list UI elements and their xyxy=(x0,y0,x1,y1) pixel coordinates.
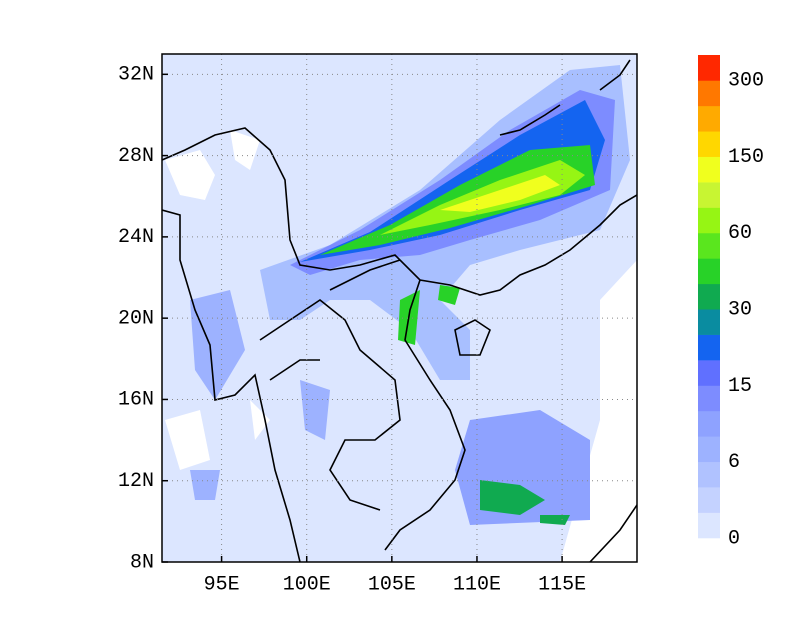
y-tick-label: 16N xyxy=(118,389,154,412)
coastline xyxy=(384,279,466,551)
colorbar-label: 15 xyxy=(728,375,752,398)
coastline xyxy=(589,504,637,562)
colorbar-label: 150 xyxy=(728,146,764,169)
colorbar-swatch xyxy=(698,461,720,488)
colorbar-swatch xyxy=(698,80,720,107)
colorbar-swatch xyxy=(698,487,720,513)
colorbar-swatch xyxy=(698,512,720,539)
lake xyxy=(499,59,631,136)
colorbar-label: 30 xyxy=(728,298,752,321)
colorbar-swatch xyxy=(698,182,720,208)
border xyxy=(289,299,401,511)
colorbar-swatch xyxy=(698,309,720,335)
precipitation-field xyxy=(162,54,637,562)
colorbar-swatch xyxy=(698,131,720,157)
colorbar-swatch xyxy=(698,232,720,259)
rain-patch xyxy=(190,290,330,500)
x-tick-label: 115E xyxy=(538,573,586,596)
colorbar-swatch xyxy=(698,334,720,361)
border xyxy=(259,259,401,381)
colorbar-swatch xyxy=(698,156,720,183)
colorbar-swatch xyxy=(698,410,720,437)
colorbar-label: 300 xyxy=(728,70,764,93)
map-frame xyxy=(161,53,638,563)
colorbar-swatch xyxy=(698,360,720,386)
colorbar-swatch xyxy=(698,385,720,412)
y-tick-label: 8N xyxy=(130,551,154,574)
colorbar-label: 0 xyxy=(728,527,740,550)
colorbar-swatch xyxy=(698,436,720,463)
coastline xyxy=(162,209,301,562)
colorbar-label: 6 xyxy=(728,451,740,474)
rain-core xyxy=(440,175,560,212)
axes: 95E 100E 105E 110E 115E 8N 12N 16N 20N 24N 28N 32N xyxy=(118,64,586,597)
colorbar-swatch xyxy=(698,55,720,81)
colorbar-label: 60 xyxy=(728,222,752,245)
colorbar-swatch xyxy=(698,105,720,132)
y-tick-label: 28N xyxy=(118,145,154,168)
colorbar-swatch xyxy=(698,283,720,310)
y-tick-label: 20N xyxy=(118,307,154,330)
x-tick-label: 105E xyxy=(368,573,416,596)
colorbar: 0 6 15 30 60 150 300 xyxy=(698,55,764,550)
x-tick-label: 95E xyxy=(204,573,240,596)
colorbar-swatch xyxy=(698,207,720,234)
island xyxy=(454,319,491,356)
y-tick-label: 12N xyxy=(118,470,154,493)
colorbar-swatch xyxy=(698,258,720,285)
rain-band xyxy=(300,100,605,262)
y-tick-label: 24N xyxy=(118,226,154,249)
y-tick-label: 32N xyxy=(118,64,154,87)
rain-patch xyxy=(480,480,570,525)
x-tick-label: 100E xyxy=(283,573,331,596)
x-tick-label: 110E xyxy=(453,573,501,596)
